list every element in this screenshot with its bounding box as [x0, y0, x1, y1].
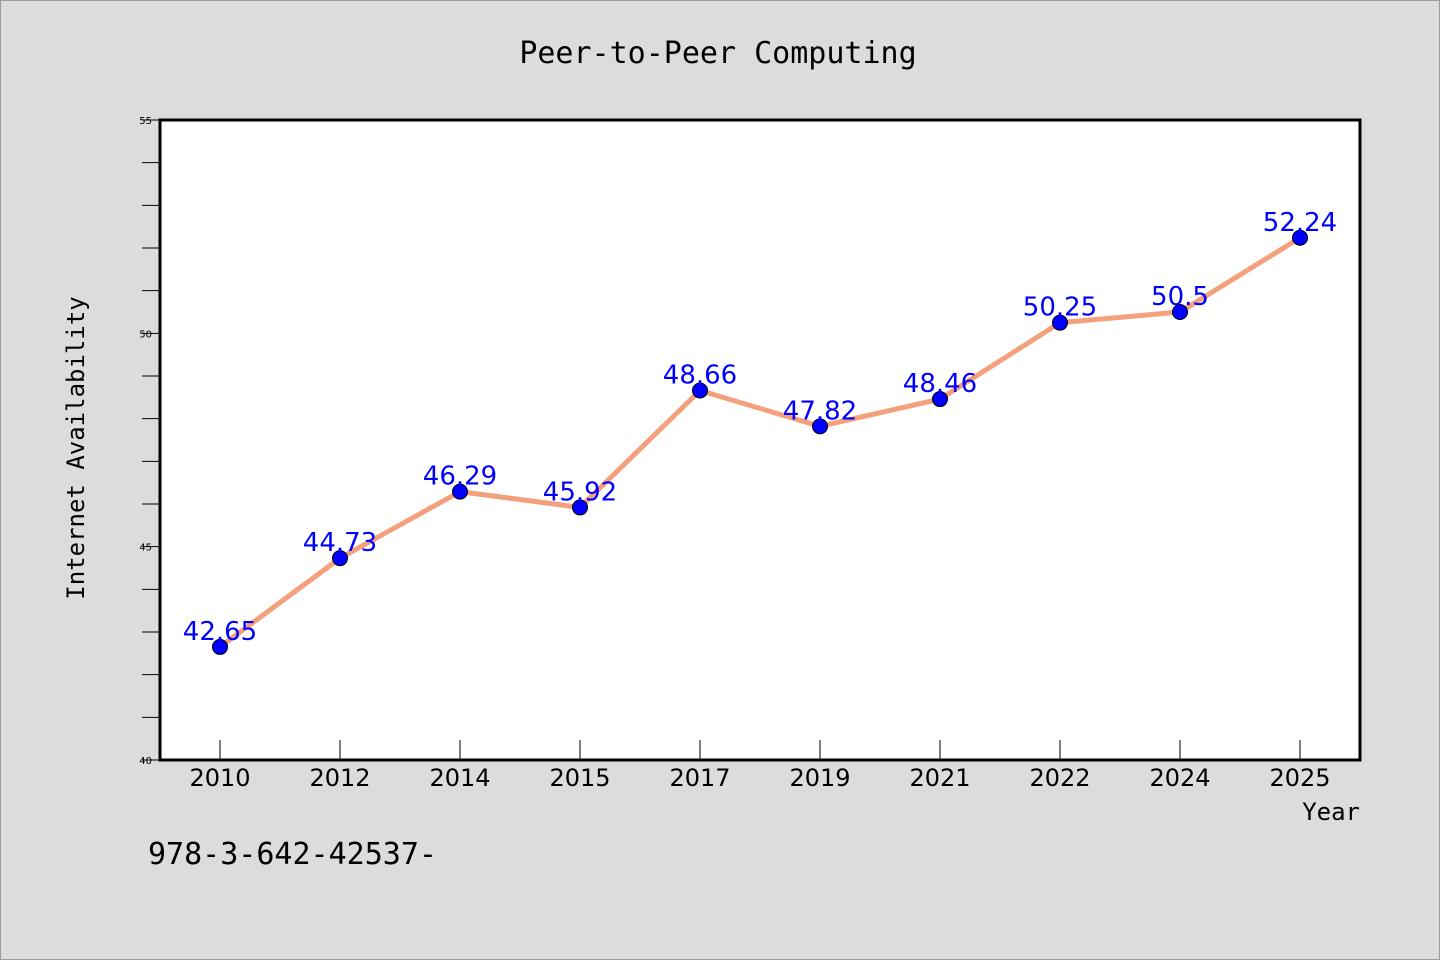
data-point [1292, 229, 1308, 246]
y-tick-label: 40 [139, 756, 152, 767]
data-label: 48.66 [663, 361, 737, 391]
data-point [1052, 314, 1068, 331]
y-axis-ticks: 40 45 50 55 [139, 116, 152, 767]
y-tick-label: 55 [139, 116, 152, 127]
x-tick-label: 2012 [309, 764, 370, 792]
data-points [212, 229, 1308, 655]
x-tick-label: 2015 [549, 764, 610, 792]
x-tick-label: 2022 [1029, 764, 1090, 792]
data-label: 52.24 [1263, 208, 1337, 238]
data-label: 48.46 [903, 369, 977, 399]
data-label: 45.92 [543, 477, 617, 507]
y-axis-label: Internet Availability [62, 296, 90, 599]
series-line [218, 235, 1302, 649]
data-label: 42.65 [183, 617, 257, 647]
data-point [332, 550, 348, 567]
plot-area [160, 120, 1360, 760]
y-tick-label: 50 [139, 329, 152, 340]
data-label: 46.29 [423, 462, 497, 492]
data-point [452, 483, 468, 500]
data-point [812, 418, 828, 435]
data-point [692, 382, 708, 399]
y-tick-label: 45 [139, 543, 152, 554]
x-tick-label: 2017 [669, 764, 730, 792]
plot-border [158, 118, 1362, 762]
chart-title: Peer-to-Peer Computing [519, 36, 916, 71]
data-point [572, 499, 588, 516]
data-label: 44.73 [303, 528, 377, 558]
x-axis-label: Year [1302, 798, 1360, 826]
y-minor-ticks [142, 119, 160, 761]
data-point [1172, 304, 1188, 320]
data-point [212, 638, 228, 655]
x-tick-label: 2025 [1269, 764, 1330, 792]
data-label: 50.25 [1023, 293, 1097, 323]
data-labels: 42.65 44.73 46.29 45.92 48.66 47.82 48.46 50.25… [183, 208, 1337, 647]
data-label: 50.5 [1151, 282, 1209, 312]
data-point [932, 391, 948, 408]
footer-code: 978-3-642-42537- [148, 837, 437, 872]
x-tick-label: 2014 [429, 764, 490, 792]
x-tick-label: 2024 [1149, 764, 1210, 792]
x-tick-label: 2010 [189, 764, 250, 792]
x-tick-label: 2021 [909, 764, 970, 792]
x-tick-label: 2019 [789, 764, 850, 792]
x-axis-ticks: 2010 2012 2014 2015 2017 2019 2021 2022 2024 2025 [189, 740, 1331, 792]
data-label: 47.82 [783, 396, 857, 426]
